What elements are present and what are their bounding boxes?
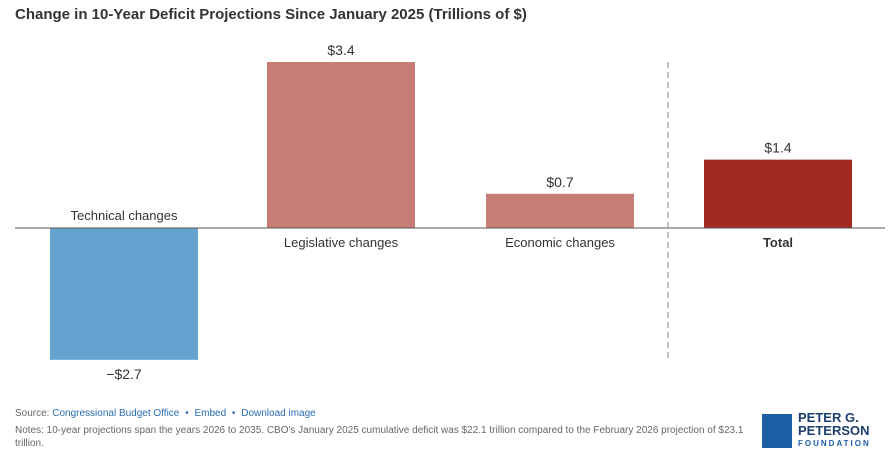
footer: Source: Congressional Budget Office • Em… bbox=[15, 407, 755, 450]
bar-3 bbox=[704, 159, 852, 228]
data-label-2: $0.7 bbox=[546, 174, 573, 190]
category-label-2: Economic changes bbox=[505, 235, 615, 250]
bar-0 bbox=[50, 228, 198, 360]
download-image-link[interactable]: Download image bbox=[241, 408, 316, 419]
category-label-3: Total bbox=[763, 235, 793, 250]
embed-link[interactable]: Embed bbox=[194, 408, 227, 419]
torch-icon bbox=[762, 413, 792, 448]
logo-line1: PETER G. bbox=[798, 410, 859, 425]
bar-2 bbox=[486, 193, 634, 228]
logo-line2: PETERSON bbox=[798, 423, 870, 438]
data-label-1: $3.4 bbox=[327, 42, 354, 58]
data-label-0: −$2.7 bbox=[106, 366, 142, 382]
source-label: Source: bbox=[15, 408, 50, 419]
bar-1 bbox=[267, 62, 415, 228]
category-label-0: Technical changes bbox=[71, 208, 178, 223]
chart-title: Change in 10-Year Deficit Projections Si… bbox=[15, 6, 527, 23]
category-label-1: Legislative changes bbox=[284, 235, 399, 250]
bar-chart: −$2.7 Technical changes $3.4 Legislative ch… bbox=[15, 42, 885, 382]
source-link[interactable]: Congressional Budget Office bbox=[52, 408, 180, 419]
peterson-foundation-logo: PETER G. PETERSON FOUNDATION bbox=[762, 411, 871, 450]
data-label-3: $1.4 bbox=[764, 140, 791, 156]
logo-line3: FOUNDATION bbox=[798, 439, 871, 448]
notes: Notes: 10-year projections span the year… bbox=[15, 425, 744, 449]
